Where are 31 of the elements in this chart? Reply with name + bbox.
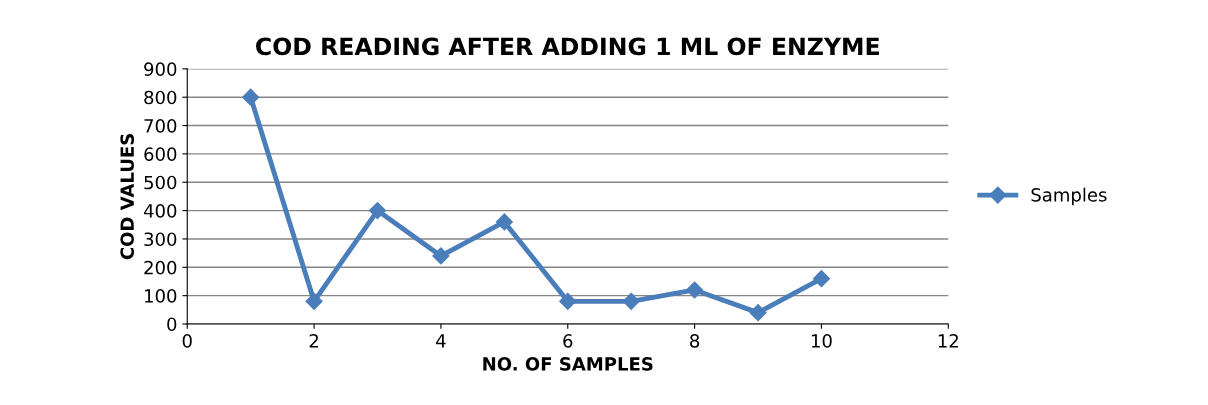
y-tick-label: 300: [144, 232, 177, 247]
y-tick-label: 500: [144, 175, 177, 190]
x-tick-label: 4: [436, 334, 446, 348]
point: [242, 88, 260, 106]
y-tick-label: 800: [144, 90, 177, 105]
y-tick-label: 0: [167, 317, 177, 332]
chart-title: COD READING AFTER ADDING 1 ML OF ENZYME: [256, 37, 879, 56]
x-tick-label: 10: [811, 334, 832, 348]
y-tick-label: 100: [145, 289, 177, 303]
y-tick-label: 400: [143, 204, 177, 218]
point: [432, 247, 450, 265]
y-tick-label: 200: [144, 260, 177, 275]
x-tick-label: 2: [309, 334, 319, 348]
y-tick-label: 700: [144, 119, 177, 133]
y-axis-title: COD VALUES: [120, 134, 134, 260]
legend-label: Samples: [1031, 187, 1107, 206]
x-tick-label: 0: [182, 334, 192, 348]
point: [559, 292, 577, 310]
point: [686, 281, 704, 299]
x-axis-title: NO. OF SAMPLES: [483, 357, 653, 371]
x-tick-label: 6: [563, 334, 573, 348]
point: [368, 202, 387, 220]
point: [812, 270, 830, 288]
y-tick-label: 600: [144, 147, 177, 162]
point: [305, 292, 323, 310]
x-tick-label: 12: [938, 334, 958, 348]
x-tick-label: 8: [690, 334, 700, 348]
point: [622, 292, 640, 310]
y-tick-label: 900: [144, 62, 177, 76]
point: [749, 304, 767, 322]
point: [495, 213, 513, 231]
